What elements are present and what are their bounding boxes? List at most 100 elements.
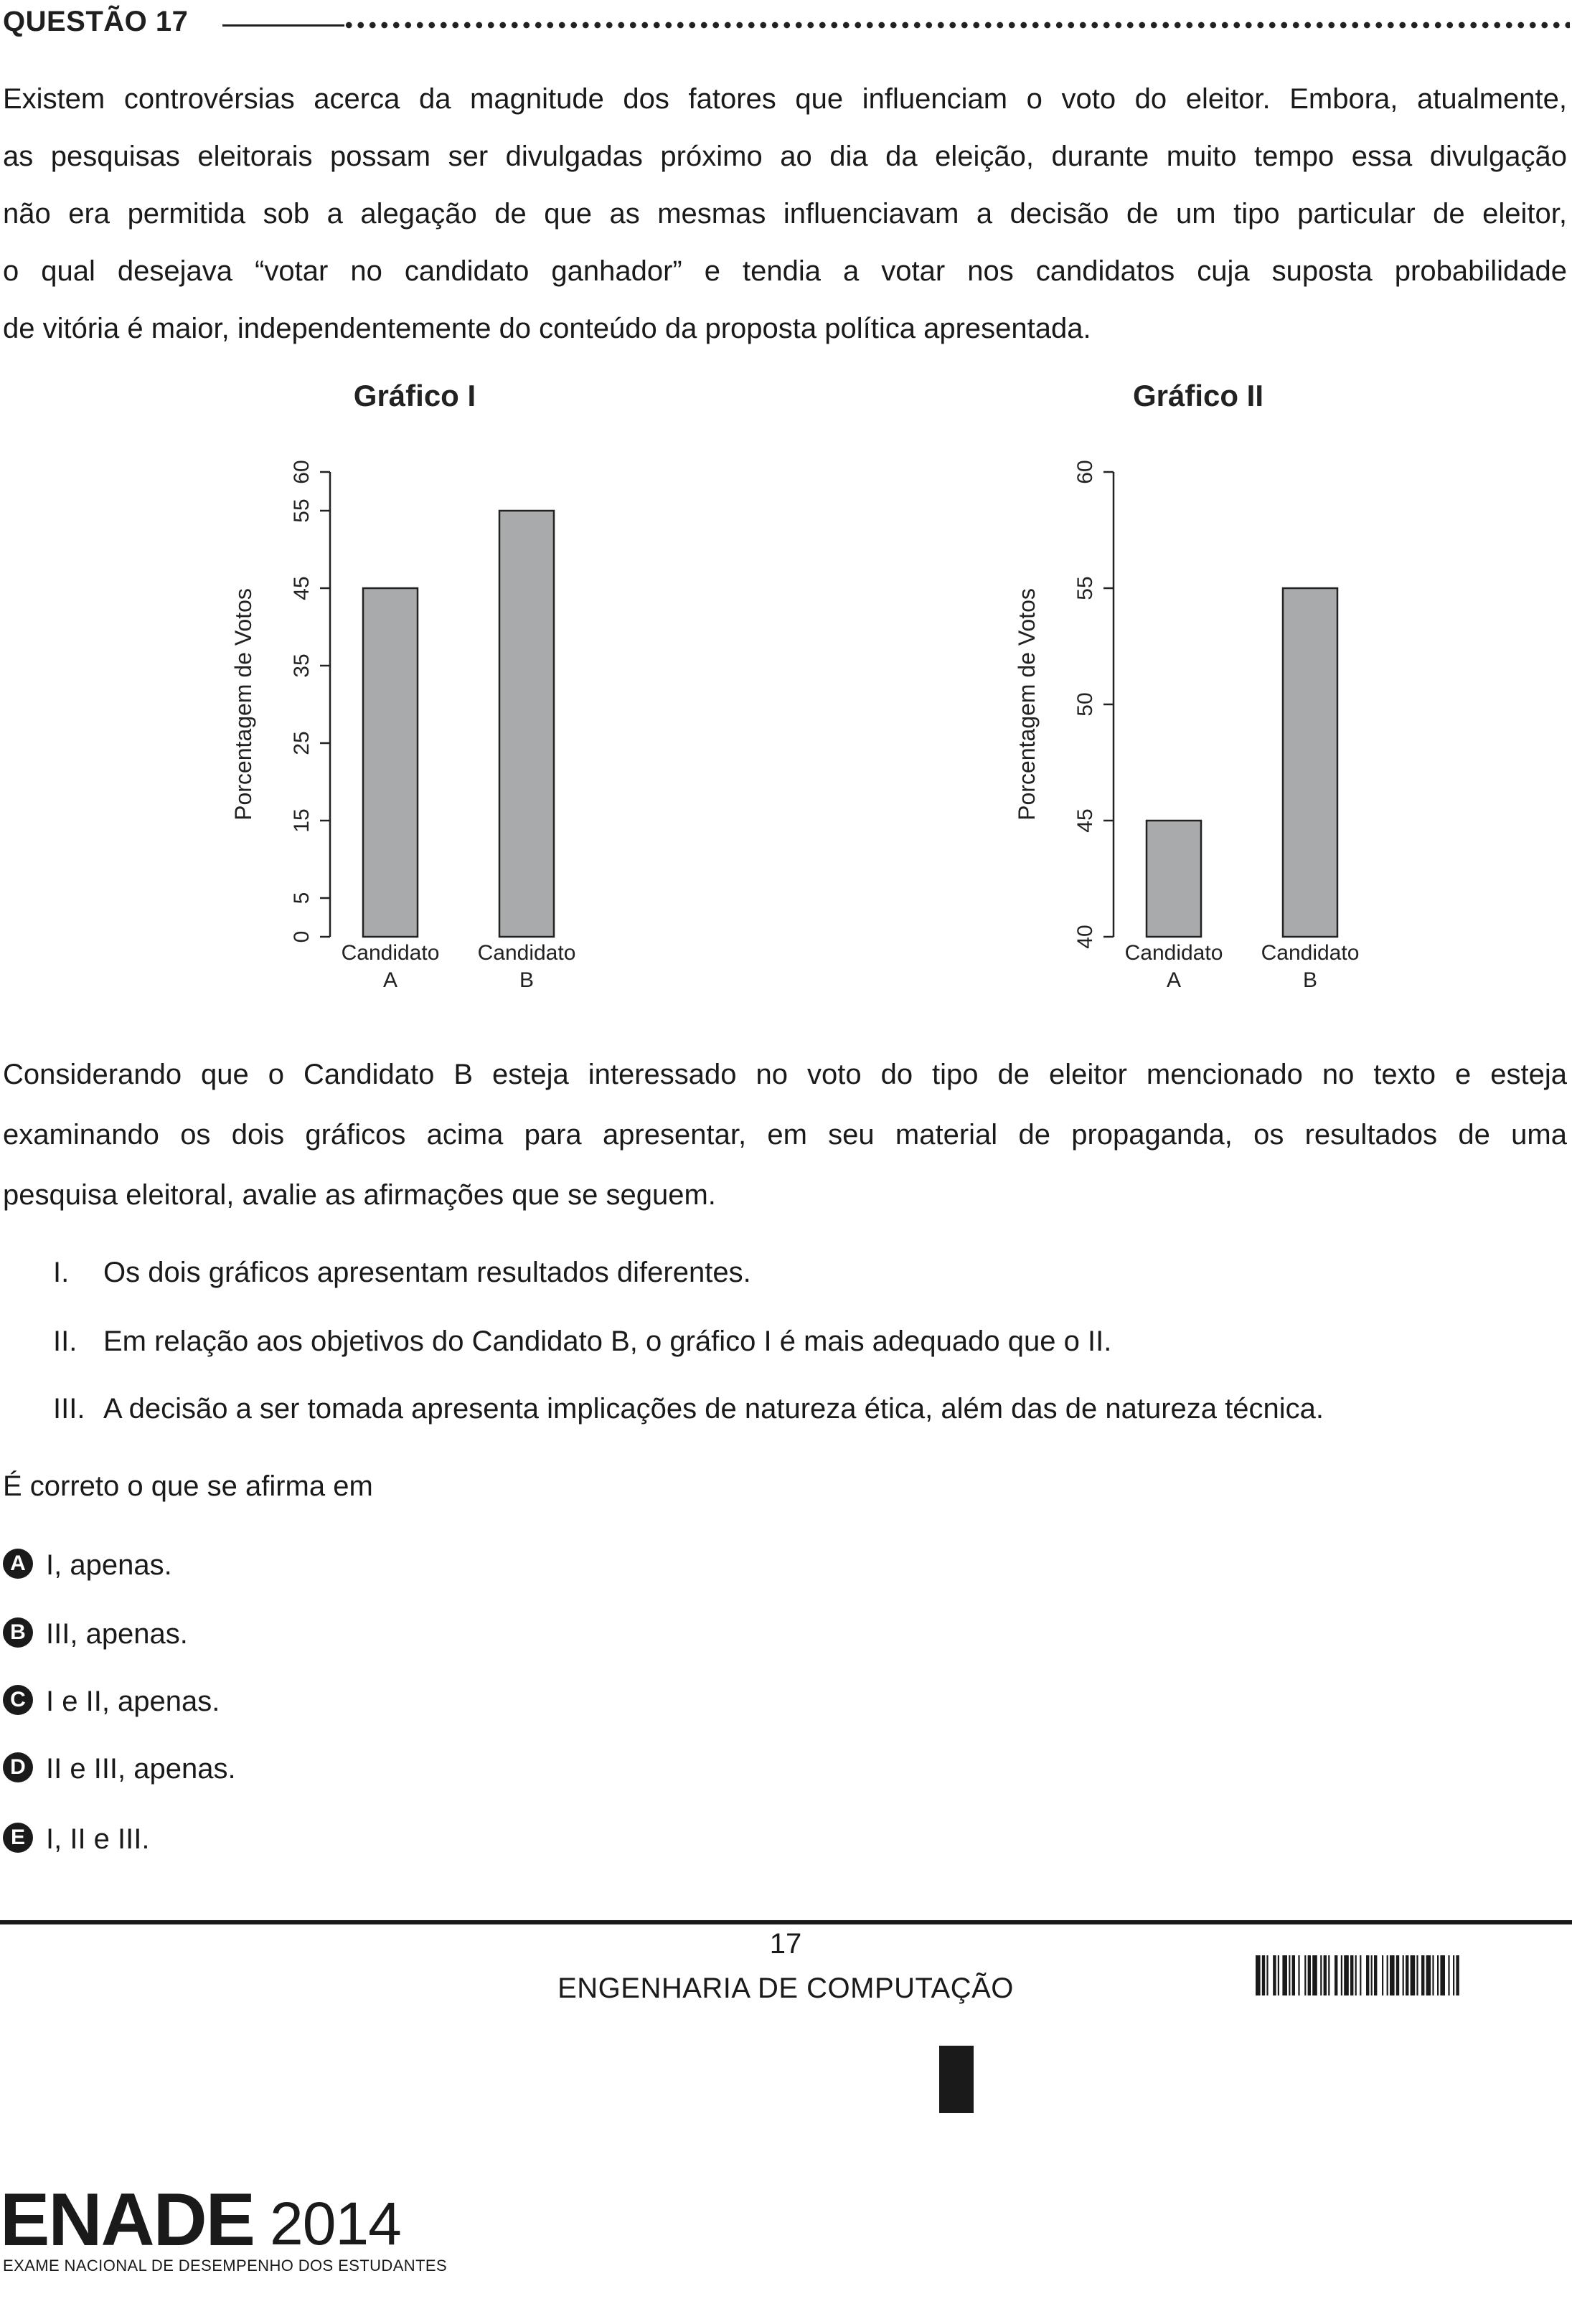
intro-line-1: Existem controvérsias acerca da magnitud… (3, 83, 1567, 115)
x-category-label: Candidato (1125, 941, 1223, 965)
header-rule (222, 24, 344, 27)
chart-title: Gráfico I (354, 379, 476, 412)
statement-text: Os dois gráficos apresentam resultados d… (103, 1257, 751, 1288)
barcode-bar (1340, 1955, 1342, 1995)
statement-number: II. (53, 1326, 77, 1357)
barcode-bar (1312, 1955, 1317, 1995)
barcode-bar (1266, 1955, 1269, 1995)
chart-grafico-i: Gráfico I Porcentagem de Votos 0 5 15 25 35 45 5… (230, 379, 576, 992)
y-tick-label: 45 (290, 576, 314, 600)
y-tick-label: 60 (1073, 460, 1097, 483)
barcode-bar (1273, 1955, 1276, 1995)
intro-line-5: de vitória é maior, independentemente do… (3, 313, 1091, 344)
option-letter-badge: A (3, 1549, 33, 1579)
y-tick-label: 50 (1073, 692, 1097, 716)
context-line-2: examinando os dois gráficos acima para a… (3, 1119, 1567, 1151)
barcode-bar (1402, 1955, 1404, 1995)
option-b[interactable]: B III, apenas. (3, 1612, 188, 1655)
y-tick-label: 35 (290, 653, 314, 677)
barcode-bar (1386, 1955, 1388, 1995)
bar-candidato-a (362, 587, 419, 938)
barcode-bar (1426, 1955, 1431, 1995)
option-text: I, apenas. (46, 1549, 172, 1581)
barcode-bar (1366, 1955, 1370, 1995)
enade-logo-year: 2014 (270, 2190, 402, 2257)
option-a[interactable]: A I, apenas. (3, 1544, 172, 1587)
statement-number: III. (53, 1393, 85, 1425)
enade-logo-subtitle: EXAME NACIONAL DE DESEMPENHO DOS ESTUDAN… (3, 2257, 448, 2275)
barcode-bar (1355, 1955, 1357, 1995)
option-text: II e III, apenas. (46, 1753, 236, 1785)
intro-line-3: não era permitida sob a alegação de que … (3, 198, 1567, 230)
x-category-label: B (1303, 968, 1317, 992)
y-axis-label: Porcentagem de Votos (1014, 588, 1040, 821)
context-line-1: Considerando que o Candidato B esteja in… (3, 1059, 1567, 1090)
y-tick-label: 40 (1073, 925, 1097, 948)
barcode-bar (1395, 1955, 1400, 1995)
barcode-bar (1390, 1955, 1395, 1995)
barcode-bar (1307, 1955, 1311, 1995)
registration-mark (939, 2046, 974, 2113)
barcode-bar (1282, 1955, 1287, 1995)
option-letter-badge: B (3, 1617, 33, 1648)
enade-logo-word: ENADE (0, 2178, 255, 2262)
option-c[interactable]: C I e II, apenas. (3, 1680, 220, 1723)
barcode-bar (1374, 1955, 1378, 1995)
barcode-bar (1453, 1955, 1455, 1995)
barcode-bar (1406, 1955, 1409, 1995)
context-line-3: pesquisa eleitoral, avalie as afirmações… (3, 1179, 716, 1211)
option-text: I e II, apenas. (46, 1686, 220, 1717)
option-d[interactable]: D II e III, apenas. (3, 1747, 236, 1790)
y-tick-label: 55 (290, 499, 314, 522)
barcode-bar (1360, 1955, 1362, 1995)
y-tick-label: 5 (290, 892, 314, 904)
barcode-bar (1256, 1955, 1261, 1995)
barcode-bar (1382, 1955, 1384, 1995)
option-text: I, II e III. (46, 1823, 150, 1855)
y-axis-label: Porcentagem de Votos (230, 588, 256, 821)
y-tick-label: 55 (1073, 576, 1097, 600)
barcode-bar (1410, 1955, 1416, 1995)
barcode-bar (1440, 1955, 1445, 1995)
question-prompt: É correto o que se afirma em (3, 1470, 373, 1502)
barcode-bar (1335, 1955, 1338, 1995)
barcode-bar (1448, 1955, 1450, 1995)
x-category-label: Candidato (342, 941, 440, 965)
page-number: 17 (769, 1928, 802, 1960)
barcode-bar (1344, 1955, 1349, 1995)
x-category-label: Candidato (478, 941, 576, 965)
barcode-bar (1320, 1955, 1322, 1995)
chart-grafico-ii: Gráfico II Porcentagem de Votos 40 45 50 55 60… (1014, 379, 1360, 992)
barcode-bar (1298, 1955, 1300, 1995)
question-title: QUESTÃO 17 (3, 6, 189, 37)
x-category-label: Candidato (1261, 941, 1360, 965)
barcode-bar (1304, 1955, 1307, 1995)
option-letter-badge: E (3, 1823, 33, 1853)
barcode-bar (1421, 1955, 1425, 1995)
barcode-bar (1328, 1955, 1330, 1995)
footer-rule (0, 1920, 1572, 1924)
barcode-bar (1261, 1955, 1266, 1995)
intro-line-4: o qual desejava “votar no candidato ganh… (3, 255, 1567, 287)
barcode-bar (1416, 1955, 1418, 1995)
question-header: QUESTÃO 17 (0, 0, 1572, 43)
bar-candidato-b (498, 509, 555, 938)
x-category-label: A (1167, 968, 1181, 992)
barcode-bar (1350, 1955, 1354, 1995)
y-tick-label: 45 (1073, 808, 1097, 832)
y-tick-label: 60 (290, 460, 314, 483)
y-tick-label: 0 (290, 931, 314, 943)
course-name: ENGENHARIA DE COMPUTAÇÃO (557, 1973, 1014, 2004)
y-tick-label: 25 (290, 731, 314, 755)
bar-candidato-b (1281, 587, 1339, 938)
barcode-icon (1256, 1955, 1459, 1995)
barcode-bar (1289, 1955, 1291, 1995)
barcode-bar (1370, 1955, 1373, 1995)
bar-candidato-a (1145, 819, 1202, 938)
barcode-bar (1456, 1955, 1459, 1995)
option-e[interactable]: E I, II e III. (3, 1818, 150, 1861)
barcode-bar (1323, 1955, 1327, 1995)
statement-text: Em relação aos objetivos do Candidato B,… (103, 1326, 1112, 1357)
chart-title: Gráfico II (1133, 379, 1263, 412)
option-letter-badge: C (3, 1685, 33, 1716)
